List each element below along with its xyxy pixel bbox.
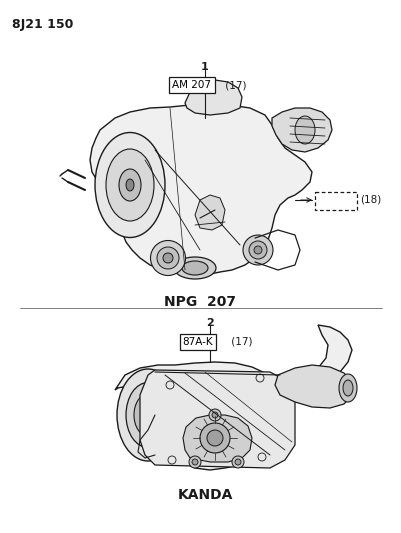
Text: (17): (17) [227,337,252,347]
Text: 87A-K: 87A-K [182,337,213,347]
Polygon shape [90,103,311,275]
Text: KANDA: KANDA [177,488,232,502]
Circle shape [231,456,243,468]
Polygon shape [274,365,351,408]
Ellipse shape [294,116,314,144]
Ellipse shape [242,235,272,265]
Circle shape [211,412,217,418]
Text: NPG  207: NPG 207 [164,295,235,309]
Ellipse shape [248,241,266,259]
Circle shape [188,456,200,468]
Polygon shape [115,325,351,470]
Ellipse shape [106,149,154,221]
Ellipse shape [150,240,185,276]
Polygon shape [182,415,251,462]
Text: 1: 1 [200,62,209,72]
Circle shape [235,459,241,465]
Text: 2: 2 [206,318,213,328]
Ellipse shape [207,430,223,446]
Text: (17): (17) [221,80,246,90]
Polygon shape [184,80,241,115]
Bar [314,192,356,210]
Text: (18): (18) [359,195,380,205]
Ellipse shape [182,261,207,275]
Ellipse shape [157,247,178,269]
Ellipse shape [126,383,170,448]
Ellipse shape [200,423,229,453]
Ellipse shape [95,133,164,238]
Ellipse shape [253,246,261,254]
Ellipse shape [338,374,356,402]
Polygon shape [140,370,294,468]
Ellipse shape [141,405,155,425]
Ellipse shape [134,394,162,436]
Ellipse shape [145,410,151,419]
Circle shape [192,459,198,465]
Ellipse shape [119,169,141,201]
Circle shape [209,409,221,421]
Ellipse shape [162,253,172,263]
Text: 8J21 150: 8J21 150 [12,18,73,31]
Ellipse shape [126,179,134,191]
Ellipse shape [117,369,178,461]
Text: AM 207: AM 207 [172,80,211,90]
Polygon shape [271,108,331,152]
Ellipse shape [342,380,352,396]
Polygon shape [194,195,225,230]
Ellipse shape [174,257,215,279]
